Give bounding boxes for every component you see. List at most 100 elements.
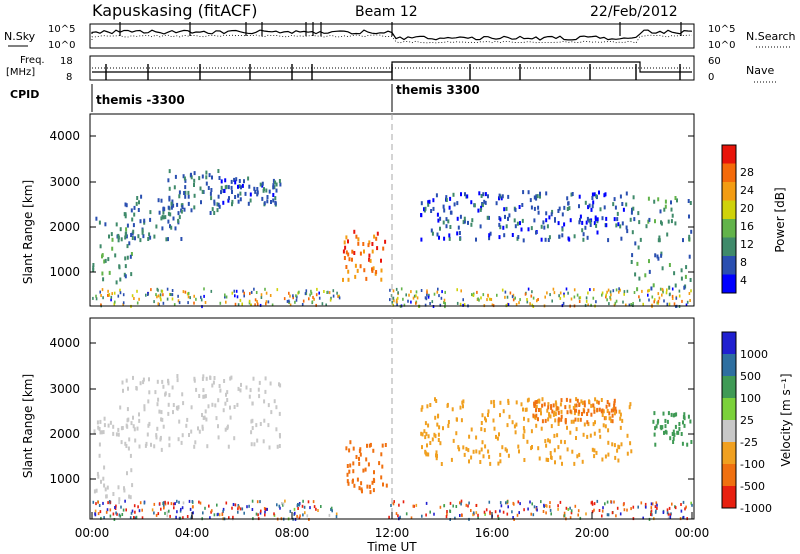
velocity-cell (602, 409, 605, 414)
power-groundscatter-cell (426, 293, 428, 297)
velocity-cell (621, 418, 624, 423)
velocity-cell (360, 481, 363, 486)
velocity-cell (380, 452, 383, 457)
velocity-groundscatter-cell (331, 509, 333, 513)
velocity-groundscatter-cell (569, 506, 571, 510)
velocity-groundscatter-cell (523, 508, 525, 512)
velocity-cell (652, 419, 655, 424)
power-cell (207, 186, 210, 190)
power-cell (539, 191, 541, 196)
x-tick-4: 16:00 (475, 526, 510, 540)
power-groundscatter-cell (642, 302, 644, 306)
power-groundscatter-cell (573, 295, 576, 299)
velocity-cell (127, 446, 130, 451)
velocity-cell (549, 451, 552, 455)
power-groundscatter-cell (570, 297, 573, 301)
velocity-cell (143, 407, 146, 412)
power-cell (172, 203, 175, 208)
velocity-groundscatter-cell (402, 500, 405, 504)
power-groundscatter-cell (305, 289, 308, 293)
power-groundscatter-cell (225, 295, 228, 299)
velocity-cell (577, 417, 580, 422)
velocity-cell (564, 418, 567, 422)
power-groundscatter-cell (578, 300, 581, 303)
power-cell (435, 193, 438, 198)
power-cell (254, 189, 257, 194)
power-cell (149, 210, 152, 215)
power-cell (110, 232, 113, 237)
velocity-cell (614, 406, 617, 411)
power-groundscatter-cell (512, 298, 515, 302)
velocity-groundscatter-cell (204, 506, 206, 510)
power-groundscatter-cell (408, 293, 410, 297)
velocity-groundscatter-cell (549, 501, 551, 505)
power-cell (209, 191, 212, 196)
power-cell (107, 257, 110, 262)
velocity-cell (435, 450, 438, 455)
velocity-groundscatter-cell (651, 513, 653, 517)
station-title: Kapuskasing (fitACF) (92, 1, 257, 20)
velocity-cell (593, 448, 596, 453)
power-cell (231, 202, 233, 207)
velocity-groundscatter-cell (472, 511, 475, 515)
velocity-cell (96, 420, 99, 425)
power-cell (357, 241, 360, 246)
velocity-cell (554, 400, 557, 405)
power-groundscatter-cell (147, 293, 149, 296)
velocity-groundscatter-cell (232, 515, 234, 519)
power-cell (359, 251, 362, 256)
power-groundscatter-cell (136, 301, 139, 305)
velocity-groundscatter-cell (289, 509, 292, 513)
velocity-groundscatter-cell (622, 503, 625, 507)
velocity-groundscatter-cell (118, 501, 120, 505)
power-groundscatter-cell (501, 288, 504, 292)
power-cell (92, 268, 95, 273)
velocity-groundscatter-cell (99, 510, 102, 514)
velocity-cell (687, 414, 690, 419)
power-cell (137, 234, 140, 239)
power-cell (111, 237, 114, 242)
power-groundscatter-cell (431, 300, 434, 304)
power-groundscatter-cell (389, 298, 391, 302)
velocity-cell (582, 432, 585, 437)
power-groundscatter-cell (462, 303, 464, 307)
power-groundscatter-cell (395, 298, 398, 302)
velocity-colorbar-cell (722, 420, 736, 442)
power-cell (674, 221, 677, 226)
power-cell (153, 234, 156, 239)
velocity-cell (229, 405, 231, 410)
velocity-groundscatter-cell (225, 501, 228, 505)
power-cell (213, 211, 216, 215)
velocity-groundscatter-cell (293, 507, 296, 511)
power-cell (483, 199, 486, 204)
power-groundscatter-cell (239, 298, 242, 302)
velocity-cell (541, 397, 544, 402)
velocity-groundscatter-cell (393, 500, 395, 504)
power-groundscatter-cell (662, 290, 664, 294)
velocity-cell (613, 411, 616, 416)
velocity-cell (207, 404, 210, 409)
velocity-groundscatter-cell (121, 513, 124, 516)
power-groundscatter-cell (396, 300, 398, 304)
power-cell (482, 192, 485, 197)
velocity-groundscatter-cell (684, 507, 686, 511)
power-cell (201, 174, 204, 179)
power-cell (656, 254, 659, 259)
velocity-cell (530, 446, 533, 451)
velocity-cell (217, 435, 220, 440)
velocity-cell (611, 419, 614, 424)
power-cell (594, 217, 597, 222)
velocity-cell (468, 459, 470, 464)
power-groundscatter-cell (441, 290, 443, 294)
power-cell (668, 285, 671, 290)
velocity-cell (664, 424, 667, 429)
power-groundscatter-cell (647, 293, 649, 297)
power-cell (636, 287, 639, 292)
velocity-cell (160, 417, 163, 422)
velocity-cell (546, 408, 549, 413)
velocity-cell (225, 392, 227, 397)
velocity-cell (495, 434, 497, 439)
power-groundscatter-cell (552, 287, 555, 291)
power-cell (132, 223, 135, 228)
power-groundscatter-cell (576, 293, 579, 297)
